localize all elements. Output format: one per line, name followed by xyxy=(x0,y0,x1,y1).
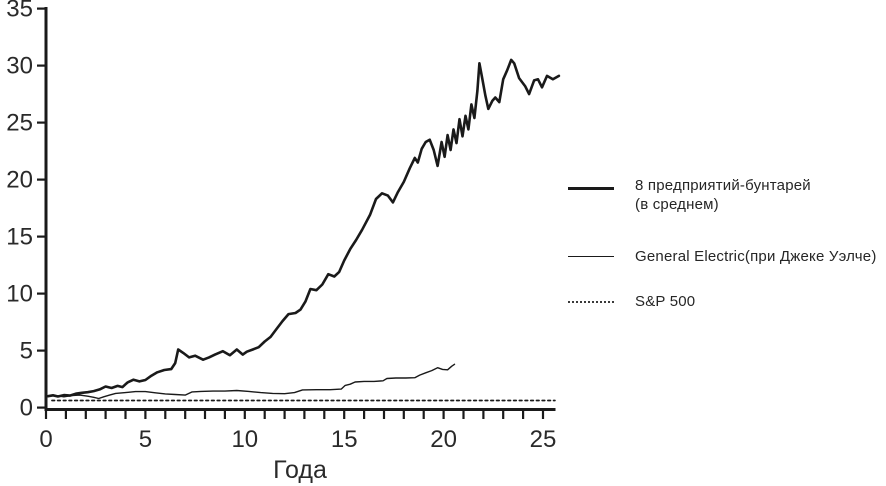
legend-label-ge-line1: General Electric(при Джеке Уэлче) xyxy=(635,248,877,265)
legend-label-rebels-line2: (в среднем) xyxy=(635,196,719,213)
y-tick-label: 5 xyxy=(20,338,33,365)
x-tick-label: 25 xyxy=(530,426,557,453)
x-tick-label: 20 xyxy=(430,426,457,453)
y-tick-label: 20 xyxy=(6,167,33,194)
dotted-line-sample-icon xyxy=(568,301,614,303)
y-tick-label: 0 xyxy=(20,395,33,422)
legend-label-ge: General Electric(при Джеке Уэлче) xyxy=(635,247,877,266)
series-ge-line xyxy=(47,363,456,400)
x-tick-label: 5 xyxy=(139,426,152,453)
legend-label-sp500-line1: S&P 500 xyxy=(635,293,696,310)
x-tick-label: 15 xyxy=(331,426,358,453)
thin-line-sample-icon xyxy=(568,256,614,257)
legend: 8 предприятий-бунтарей (в среднем) Gener… xyxy=(568,176,886,311)
legend-label-rebels-line1: 8 предприятий-бунтарей xyxy=(635,177,811,194)
y-tick-label: 15 xyxy=(6,224,33,251)
legend-item-rebels: 8 предприятий-бунтарей (в среднем) xyxy=(568,176,886,214)
x-tick-label: 0 xyxy=(39,426,52,453)
legend-item-sp500: S&P 500 xyxy=(568,292,886,311)
legend-label-rebels: 8 предприятий-бунтарей (в среднем) xyxy=(635,176,811,214)
legend-item-ge: General Electric(при Джеке Уэлче) xyxy=(568,247,886,266)
series-rebels-line xyxy=(46,58,561,398)
y-tick-label: 35 xyxy=(6,0,33,23)
y-tick-label: 10 xyxy=(6,281,33,308)
y-tick-label: 30 xyxy=(6,53,33,80)
thick-line-sample-icon xyxy=(568,187,614,190)
y-tick-label: 25 xyxy=(6,110,33,137)
legend-label-sp500: S&P 500 xyxy=(635,292,695,311)
x-tick-label: 10 xyxy=(231,426,258,453)
x-axis-title: Года xyxy=(273,456,327,484)
